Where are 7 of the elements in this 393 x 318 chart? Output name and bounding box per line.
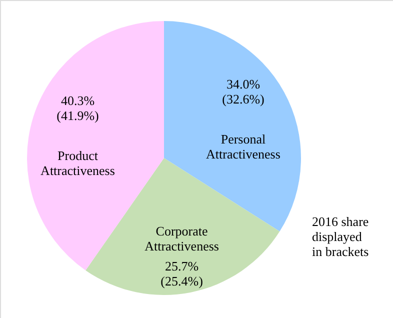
data-label: 25.7% (25.4%) (160, 258, 203, 289)
slice-label: Product Attractiveness (40, 148, 115, 178)
slice-label: Personal Attractiveness (206, 131, 280, 162)
text: 2016 share displayed in brackets (312, 214, 369, 259)
slice-label: Corporate Attractiveness (144, 224, 219, 254)
data-label: 34.0% (32.6%) (222, 76, 264, 106)
data-label: 40.3% (41.9%) (56, 92, 99, 123)
